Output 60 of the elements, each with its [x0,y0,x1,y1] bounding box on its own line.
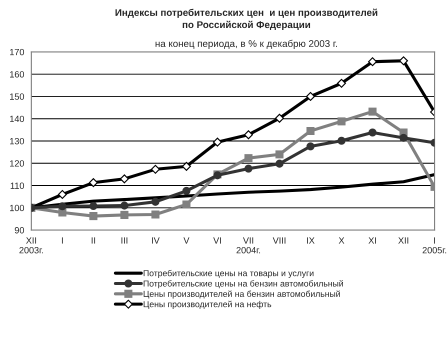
point [337,136,346,145]
point [182,162,191,171]
point [150,164,160,174]
point [337,78,346,88]
point [182,200,190,208]
point [88,178,98,188]
y-tick-label: 140 [10,116,24,122]
y-tick-label: 90 [14,227,24,234]
point [399,56,408,66]
point [244,164,252,173]
x-tick-label: V [183,237,190,244]
chart-subtitle: на конец периода, в % к декабрю 2003 г. [156,40,337,49]
y-tick-label: 160 [10,71,24,78]
y-tick-label: 110 [10,182,24,189]
legend-label: Потребительские цены на бензин автомобильный [144,280,343,288]
point [120,174,129,184]
point [58,202,66,210]
point [275,114,284,123]
x-tick-label: III [121,237,128,244]
x-tick-label: I 2005г. [422,237,446,254]
point [244,130,253,140]
point [400,134,408,142]
point [151,210,160,219]
point [337,117,346,126]
point [89,212,98,220]
point [275,160,284,168]
point [89,202,98,210]
point [368,108,377,116]
x-tick-label: XII [398,237,408,244]
x-tick-label: II [92,237,96,244]
x-tick-label: X [338,237,344,244]
legend-label: Цены производителей на бензин автомобильный [144,290,340,299]
point [58,190,67,199]
x-tick-label: XII 2003г. [19,237,43,254]
y-tick-label: 150 [10,93,24,100]
point [306,126,315,135]
point [182,186,190,195]
point [244,154,252,162]
x-tick-label: IV [152,237,160,244]
legend-label: Потребительские цены на товары и услуги [144,270,314,278]
y-tick-label: 130 [10,138,24,144]
legend-label: Цены производителей на нефть [144,300,272,309]
y-tick-label: 100 [10,204,24,212]
x-tick-label: VIII [272,237,286,244]
point [306,92,315,101]
point [306,142,315,150]
point [275,150,284,158]
point [120,202,128,210]
point [151,198,160,206]
chart-title: Индексы потребительских цен и цен производителей по Российской Федерации [116,8,378,30]
y-tick-label: 120 [10,160,24,167]
x-tick-label: IX [307,237,315,244]
point [120,210,128,219]
x-tick-label: I [62,237,63,244]
point [212,138,222,147]
x-tick-label: XI [368,237,376,244]
point [368,128,377,137]
x-tick-label: VI [213,237,221,244]
x-tick-label: VII 2004г. [236,237,260,254]
y-tick-label: 170 [10,48,24,56]
